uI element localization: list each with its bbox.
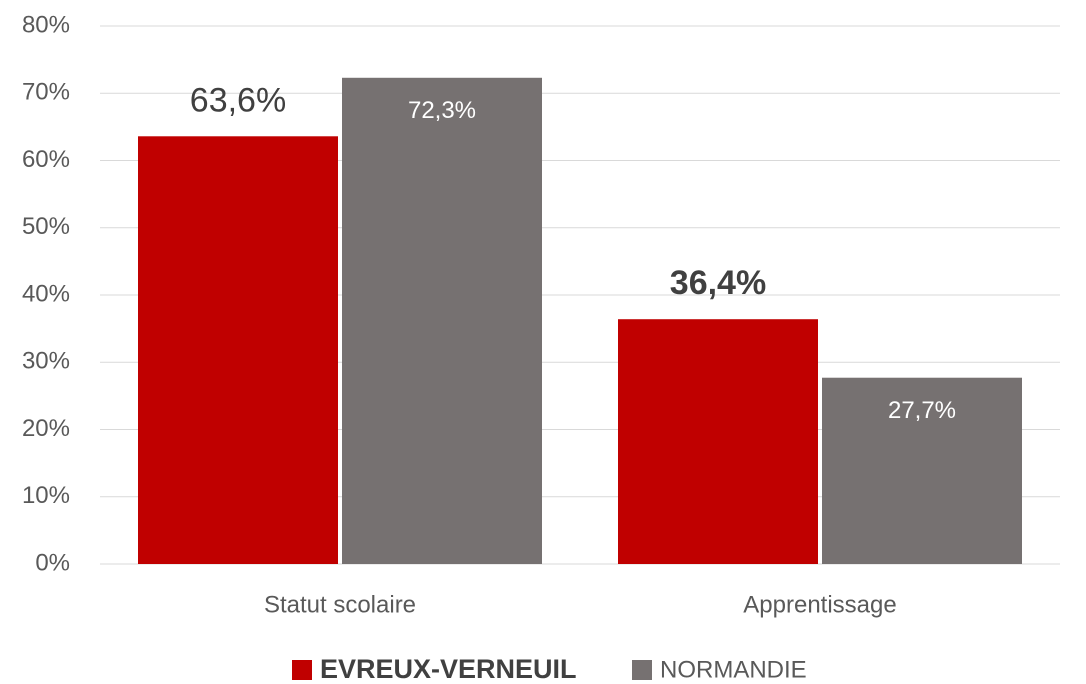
data-label: 72,3%: [408, 97, 476, 124]
y-tick-label: 70%: [22, 79, 70, 106]
y-tick-label: 80%: [22, 11, 70, 38]
legend-label: EVREUX-VERNEUIL: [320, 654, 577, 684]
x-tick-label: Statut scolaire: [264, 591, 416, 618]
bar: [618, 319, 818, 564]
data-label: 63,6%: [190, 81, 286, 119]
y-tick-label: 60%: [22, 146, 70, 173]
legend-label: NORMANDIE: [660, 656, 807, 683]
bar: [138, 136, 338, 565]
y-tick-label: 40%: [22, 280, 70, 307]
y-tick-label: 0%: [35, 549, 70, 576]
y-tick-label: 30%: [22, 348, 70, 375]
y-tick-label: 20%: [22, 415, 70, 442]
data-label: 27,7%: [888, 397, 956, 424]
x-tick-label: Apprentissage: [743, 591, 896, 618]
legend-swatch: [292, 660, 312, 680]
legend-swatch: [632, 660, 652, 680]
y-tick-label: 10%: [22, 482, 70, 509]
y-tick-label: 50%: [22, 213, 70, 240]
bar: [342, 77, 542, 564]
bar: [822, 377, 1022, 564]
data-label: 36,4%: [670, 264, 766, 302]
